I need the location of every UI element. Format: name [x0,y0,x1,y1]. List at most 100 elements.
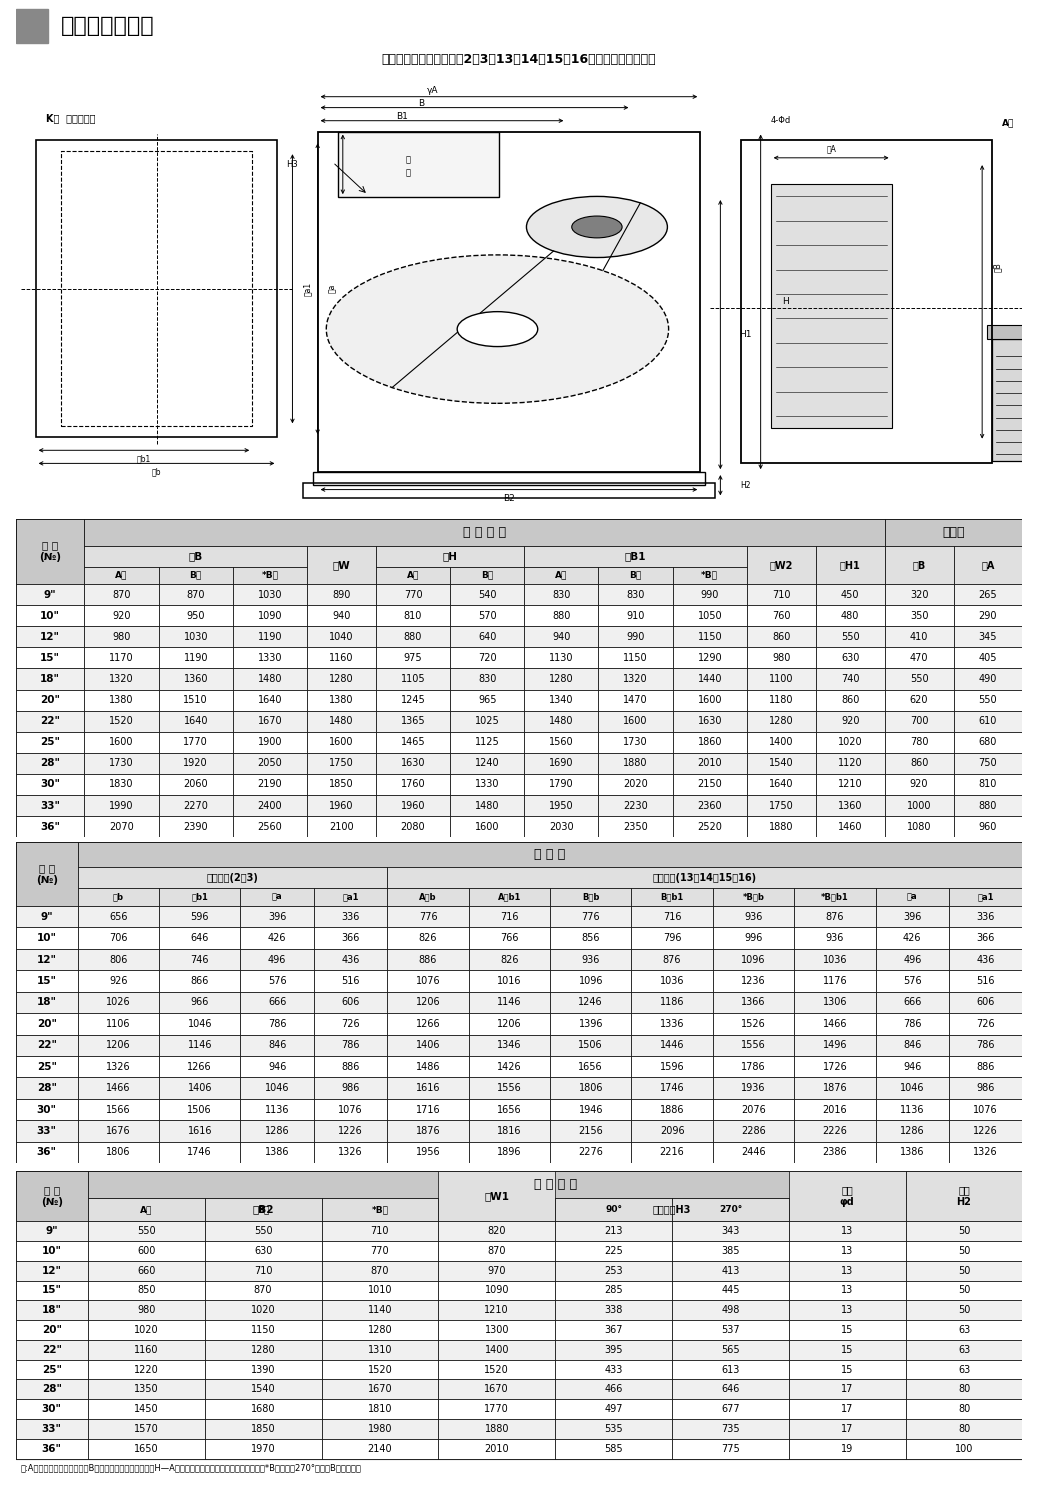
Bar [631,1099,713,1120]
Text: 1616: 1616 [188,1126,212,1136]
Text: 2020: 2020 [623,779,648,789]
Text: 63: 63 [958,1365,971,1374]
Bar [376,731,450,753]
Bar [16,753,84,774]
Bar [673,731,747,753]
Bar [631,970,713,991]
Text: 1396: 1396 [578,1018,603,1029]
Bar [469,888,550,906]
Text: 1106: 1106 [106,1018,131,1029]
Text: 975: 975 [404,653,422,662]
Text: 1770: 1770 [184,737,209,748]
Text: 1226: 1226 [338,1126,363,1136]
Text: 9": 9" [46,1226,58,1236]
Bar [16,605,84,626]
Text: 1176: 1176 [822,976,847,987]
Text: 进 风 口: 进 风 口 [535,848,566,861]
Bar [905,1340,1022,1360]
Text: 1540: 1540 [769,758,794,768]
Text: 426: 426 [903,933,922,943]
Bar [599,626,673,647]
Text: 1656: 1656 [578,1061,603,1072]
Bar [550,906,631,927]
Bar [673,585,747,605]
Bar [376,605,450,626]
Bar [949,1014,1022,1035]
Bar [713,1055,794,1078]
Text: 710: 710 [371,1226,389,1236]
Text: 970: 970 [488,1266,506,1275]
Bar [884,605,954,626]
Bar [241,888,313,906]
Bar [524,647,599,668]
Bar [159,567,233,585]
Text: 710: 710 [254,1266,272,1275]
Text: 36": 36" [40,822,60,831]
Bar [905,1320,1022,1340]
Bar [954,585,1022,605]
Text: 780: 780 [910,737,928,748]
Bar [884,668,954,689]
Bar [469,1099,550,1120]
Text: 竖A: 竖A [981,561,994,570]
Bar [905,1399,1022,1419]
Text: 1496: 1496 [822,1041,847,1051]
Text: 1746: 1746 [188,1147,212,1157]
Bar [204,1301,322,1320]
Text: 1090: 1090 [485,1286,509,1296]
Bar [450,689,524,710]
Bar [322,1380,438,1399]
Text: 610: 610 [979,716,998,727]
Text: 2520: 2520 [698,822,722,831]
Bar [307,668,376,689]
Bar [233,626,307,647]
Text: 1160: 1160 [329,653,354,662]
Text: 720: 720 [477,653,496,662]
Bar [631,1035,713,1055]
Bar [376,546,524,567]
Bar [16,1221,88,1241]
Text: 920: 920 [112,610,131,620]
Bar [770,184,892,429]
Text: 965: 965 [477,695,496,706]
Bar [555,1419,672,1438]
Text: H2: H2 [740,481,750,490]
Bar [672,1241,789,1260]
Bar [387,867,1022,888]
Text: 1340: 1340 [549,695,574,706]
Bar [954,710,1022,731]
Bar [84,546,307,567]
Bar [816,605,884,626]
Text: 横b1: 横b1 [191,893,209,901]
Text: 710: 710 [772,589,791,599]
Text: 1520: 1520 [485,1365,509,1374]
Text: 666: 666 [268,997,286,1008]
Text: 830: 830 [626,589,645,599]
Text: 10": 10" [40,610,60,620]
Text: 2286: 2286 [741,1126,766,1136]
Text: 30": 30" [36,1105,57,1115]
Bar [322,1399,438,1419]
Text: 50: 50 [958,1305,971,1316]
Text: 1450: 1450 [134,1404,159,1414]
Text: 10": 10" [42,1245,61,1256]
Bar [713,991,794,1014]
Bar [376,647,450,668]
Bar [550,970,631,991]
Text: 20": 20" [42,1325,61,1335]
Bar [949,970,1022,991]
Bar [241,1035,313,1055]
Bar [672,1320,789,1340]
Text: 550: 550 [841,632,859,641]
Text: 2070: 2070 [109,822,134,831]
Text: 2080: 2080 [401,822,426,831]
Bar [949,1142,1022,1163]
Text: 285: 285 [604,1286,623,1296]
Bar [322,1320,438,1340]
Text: 1920: 1920 [184,758,208,768]
Bar [204,1419,322,1438]
Text: 1600: 1600 [624,716,648,727]
Bar [313,1035,387,1055]
Text: 786: 786 [977,1041,995,1051]
Bar [322,1340,438,1360]
